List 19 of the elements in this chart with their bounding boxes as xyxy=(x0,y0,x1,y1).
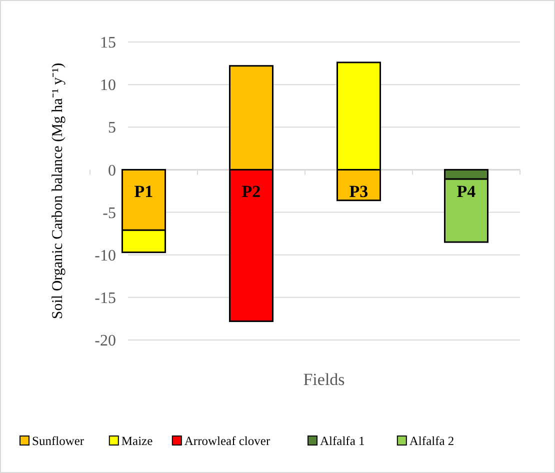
legend-label: Sunflower xyxy=(32,434,85,448)
x-tick-label: P4 xyxy=(456,182,476,201)
x-tick-label: P1 xyxy=(134,182,154,201)
legend-label: Alfalfa 2 xyxy=(409,434,454,448)
legend-label: Alfalfa 1 xyxy=(320,434,365,448)
y-tick-label: 5 xyxy=(108,120,116,137)
y-tick-label: -15 xyxy=(94,290,116,308)
legend-label: Maize xyxy=(121,434,154,448)
x-tick-label: P3 xyxy=(349,182,368,201)
y-tick-label: -10 xyxy=(94,247,116,264)
y-tick-label: -20 xyxy=(94,332,116,350)
y-tick-label: -5 xyxy=(102,204,116,222)
legend-label: Arrowleaf clover xyxy=(184,434,271,448)
y-tick-label: 0 xyxy=(108,162,116,180)
x-axis-title: Fields xyxy=(303,370,345,389)
y-tick-label: 15 xyxy=(100,34,116,52)
y-tick-label: 10 xyxy=(100,77,116,94)
y-axis-title: Soil Organic Carbon balance (Mg ha⁻¹ y⁻¹) xyxy=(50,62,66,320)
x-tick-label: P2 xyxy=(242,182,261,201)
